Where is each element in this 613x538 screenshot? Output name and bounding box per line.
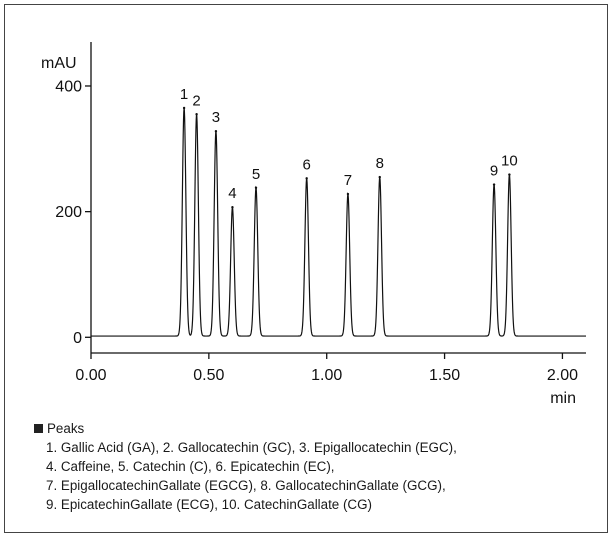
x-tick-label: 2.00 <box>547 367 578 384</box>
peak-label: 3 <box>212 109 220 126</box>
peak-label: 1 <box>180 86 188 103</box>
figure-frame <box>4 4 608 533</box>
chromatogram-chart: mAU min 0 200 400 0.00 0.50 1.00 1.50 2.00 1 23 4… <box>41 42 586 407</box>
peak-apex <box>346 192 350 196</box>
legend-line-4: 9. EpicatechinGallate (ECG), 10. Catechi… <box>46 497 372 512</box>
axes <box>90 42 586 354</box>
x-tick-label: 1.00 <box>311 367 342 384</box>
legend-line-2: 4. Caffeine, 5. Catechin (C), 6. Epicate… <box>46 459 335 474</box>
x-tick-label: 1.50 <box>429 367 460 384</box>
ticks: 0 200 400 0.00 0.50 1.00 1.50 2.00 <box>55 78 578 384</box>
peak-apex <box>492 183 496 186</box>
peak-legend: Peaks 1. Gallic Acid (GA), 2. Gallocatec… <box>34 419 457 514</box>
peak-apex <box>214 130 218 133</box>
peak-label: 10 <box>501 153 518 170</box>
legend-line-3: 7. EpigallocatechinGallate (EGCG), 8. Ga… <box>46 478 446 493</box>
y-tick-label: 400 <box>55 78 82 95</box>
peak-label: 5 <box>252 166 260 183</box>
peak-label: 6 <box>303 156 311 173</box>
peak-label: 8 <box>376 155 384 172</box>
peak-apex <box>508 173 511 176</box>
chromatogram-trace <box>91 107 586 337</box>
peak-label: 2 <box>192 92 200 109</box>
y-tick-label: 200 <box>55 204 82 221</box>
peak-apex <box>195 113 198 116</box>
peak-apex <box>231 206 234 209</box>
legend-square-icon <box>34 424 43 433</box>
legend-line-1: 1. Gallic Acid (GA), 2. Gallocatechin (G… <box>46 440 457 455</box>
x-tick-label: 0.50 <box>193 367 224 384</box>
x-tick-label: 0.00 <box>75 367 106 384</box>
peak-label: 7 <box>344 172 352 189</box>
peak-apex <box>378 175 381 179</box>
peak-apex <box>305 177 308 180</box>
y-tick-label: 0 <box>73 330 82 347</box>
peak-label: 9 <box>490 163 498 180</box>
legend-heading-row: Peaks <box>34 419 457 438</box>
peak-apex <box>254 186 258 189</box>
peak-labels: 1 23 45 6 7 8 910 <box>180 86 518 202</box>
peak-apex <box>182 106 186 110</box>
peak-label: 4 <box>228 185 236 202</box>
y-axis-label: mAU <box>41 55 77 72</box>
x-axis-label: min <box>550 390 576 407</box>
legend-heading: Peaks <box>47 421 85 436</box>
series <box>91 106 586 337</box>
